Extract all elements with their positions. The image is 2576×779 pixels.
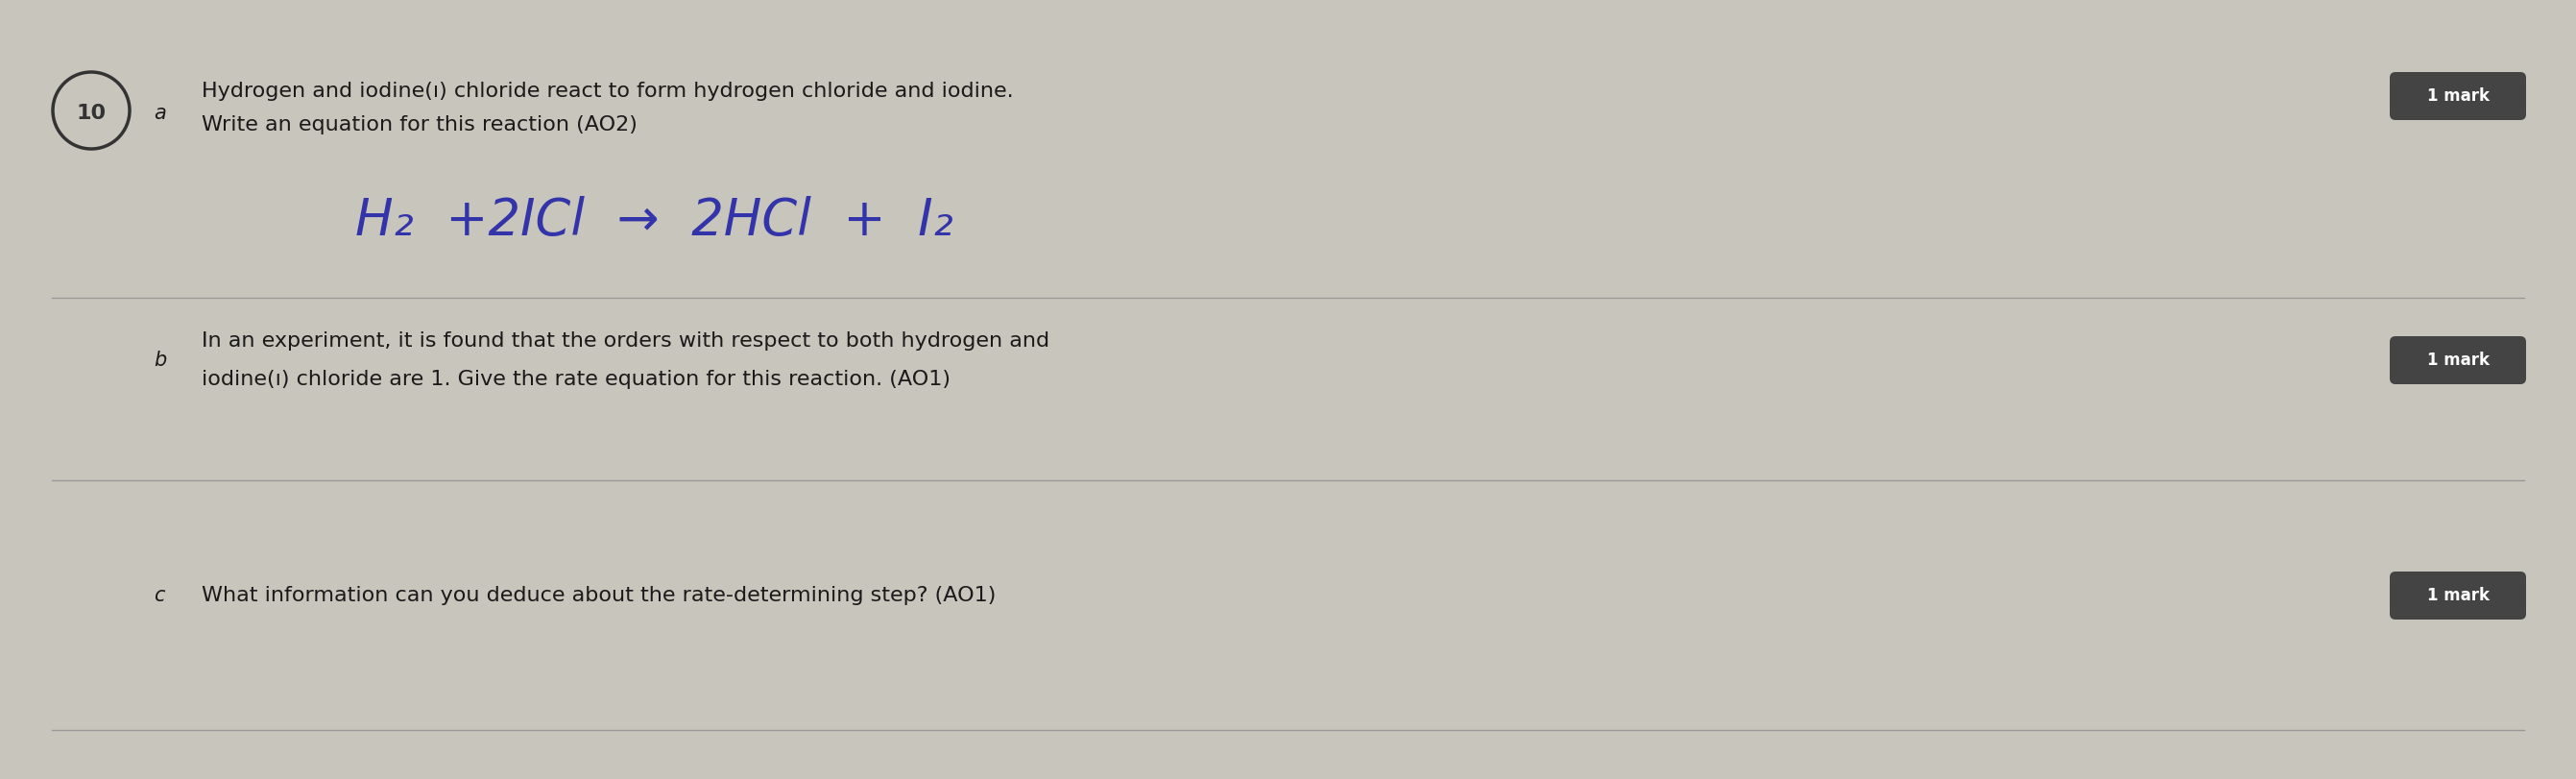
Text: b: b: [155, 351, 167, 370]
Text: 1 mark: 1 mark: [2427, 587, 2488, 605]
FancyBboxPatch shape: [2391, 337, 2527, 384]
Text: 10: 10: [77, 104, 106, 123]
Text: In an experiment, it is found that the orders with respect to both hydrogen and: In an experiment, it is found that the o…: [201, 331, 1048, 351]
Text: What information can you deduce about the rate-determining step? (AO1): What information can you deduce about th…: [201, 586, 997, 605]
Text: a: a: [155, 104, 165, 123]
Text: H₂  +2ICl  →  2HCl  +  I₂: H₂ +2ICl → 2HCl + I₂: [355, 196, 953, 246]
Text: Write an equation for this reaction (AO2): Write an equation for this reaction (AO2…: [201, 115, 636, 135]
Text: Hydrogen and iodine(ı) chloride react to form hydrogen chloride and iodine.: Hydrogen and iodine(ı) chloride react to…: [201, 82, 1012, 100]
Text: c: c: [155, 586, 165, 605]
Text: 1 mark: 1 mark: [2427, 87, 2488, 104]
FancyBboxPatch shape: [2391, 572, 2527, 619]
Text: iodine(ı) chloride are 1. Give the rate equation for this reaction. (AO1): iodine(ı) chloride are 1. Give the rate …: [201, 370, 951, 389]
FancyBboxPatch shape: [2391, 72, 2527, 120]
Text: 1 mark: 1 mark: [2427, 351, 2488, 368]
